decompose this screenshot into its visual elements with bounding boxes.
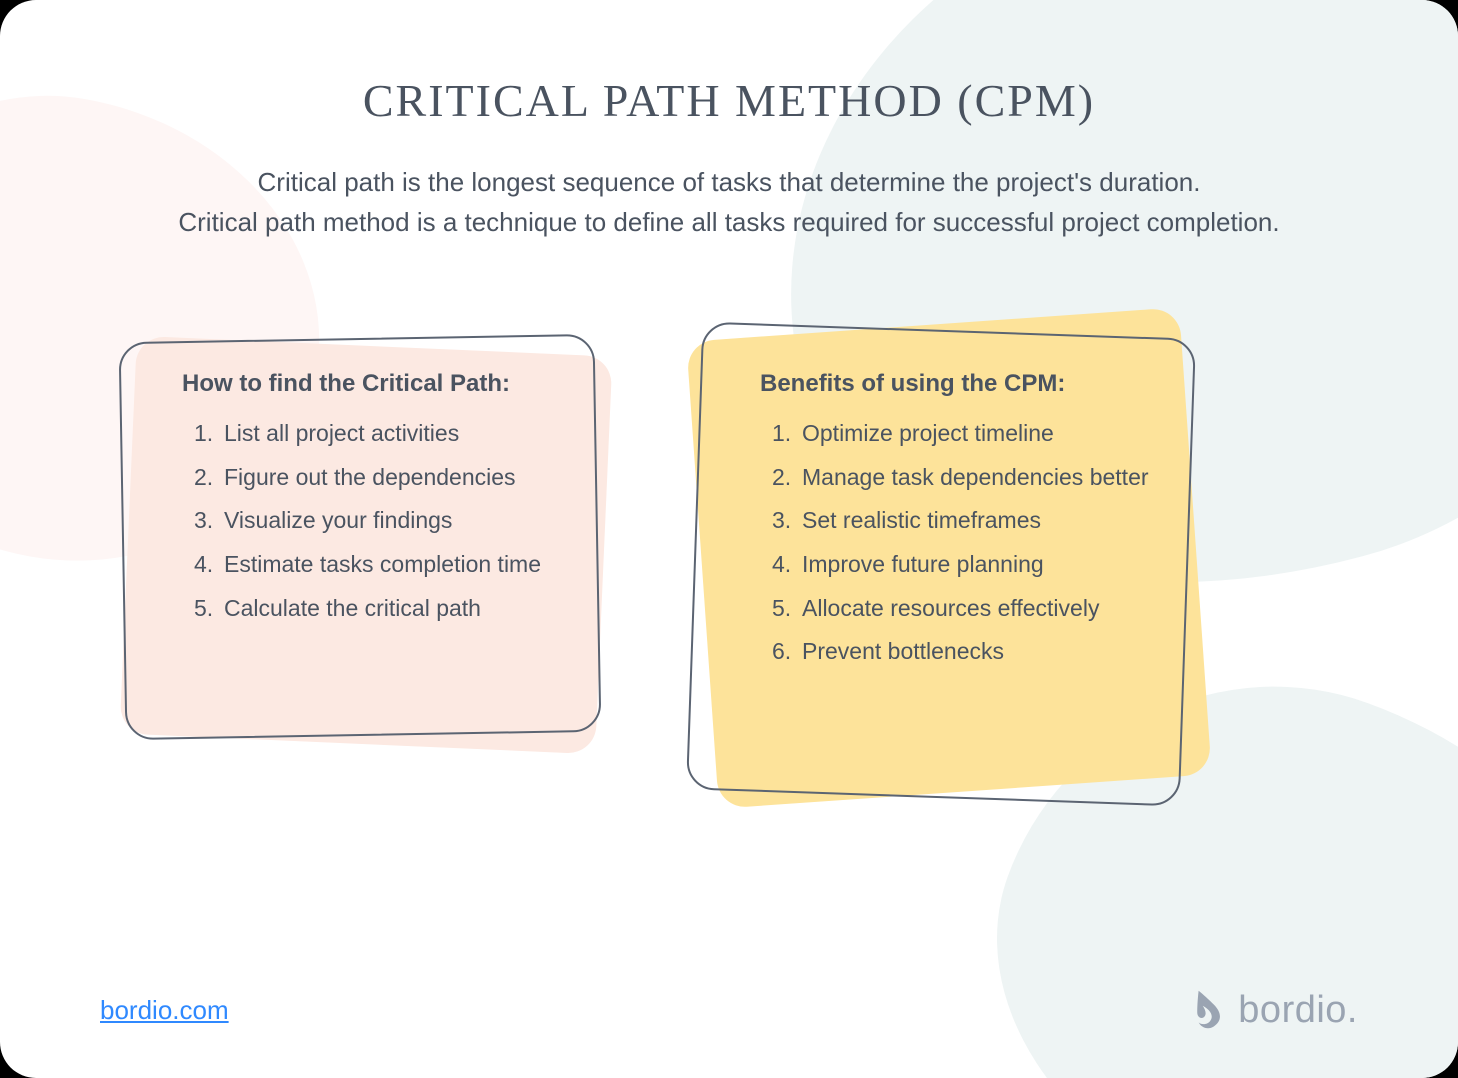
list-item: Set realistic timeframes [772, 503, 1180, 539]
page-subtitle: Critical path is the longest sequence of… [100, 162, 1358, 243]
subtitle-line-2: Critical path method is a technique to d… [178, 207, 1279, 237]
list-item: Visualize your findings [194, 503, 602, 539]
footer-logo: bordio. [1194, 988, 1358, 1032]
right-card-list: Optimize project timeline Manage task de… [760, 416, 1180, 670]
list-item: List all project activities [194, 416, 602, 452]
list-item: Optimize project timeline [772, 416, 1180, 452]
list-item: Prevent bottlenecks [772, 634, 1180, 670]
list-item: Improve future planning [772, 547, 1180, 583]
list-item: Allocate resources effectively [772, 591, 1180, 627]
list-item: Manage task dependencies better [772, 460, 1180, 496]
left-card-list: List all project activities Figure out t… [182, 416, 602, 626]
page-title: CRITICAL PATH METHOD (CPM) [0, 74, 1458, 127]
bordio-logo-icon [1194, 988, 1228, 1032]
footer-logo-text: bordio. [1238, 989, 1358, 1032]
subtitle-line-1: Critical path is the longest sequence of… [258, 167, 1201, 197]
infographic-canvas: CRITICAL PATH METHOD (CPM) Critical path… [0, 0, 1458, 1078]
left-card: How to find the Critical Path: List all … [182, 370, 602, 634]
list-item: Calculate the critical path [194, 591, 602, 627]
left-card-heading: How to find the Critical Path: [182, 370, 602, 398]
right-card: Benefits of using the CPM: Optimize proj… [760, 370, 1180, 678]
right-card-heading: Benefits of using the CPM: [760, 370, 1180, 398]
footer-link[interactable]: bordio.com [100, 995, 229, 1026]
list-item: Figure out the dependencies [194, 460, 602, 496]
list-item: Estimate tasks completion time [194, 547, 602, 583]
